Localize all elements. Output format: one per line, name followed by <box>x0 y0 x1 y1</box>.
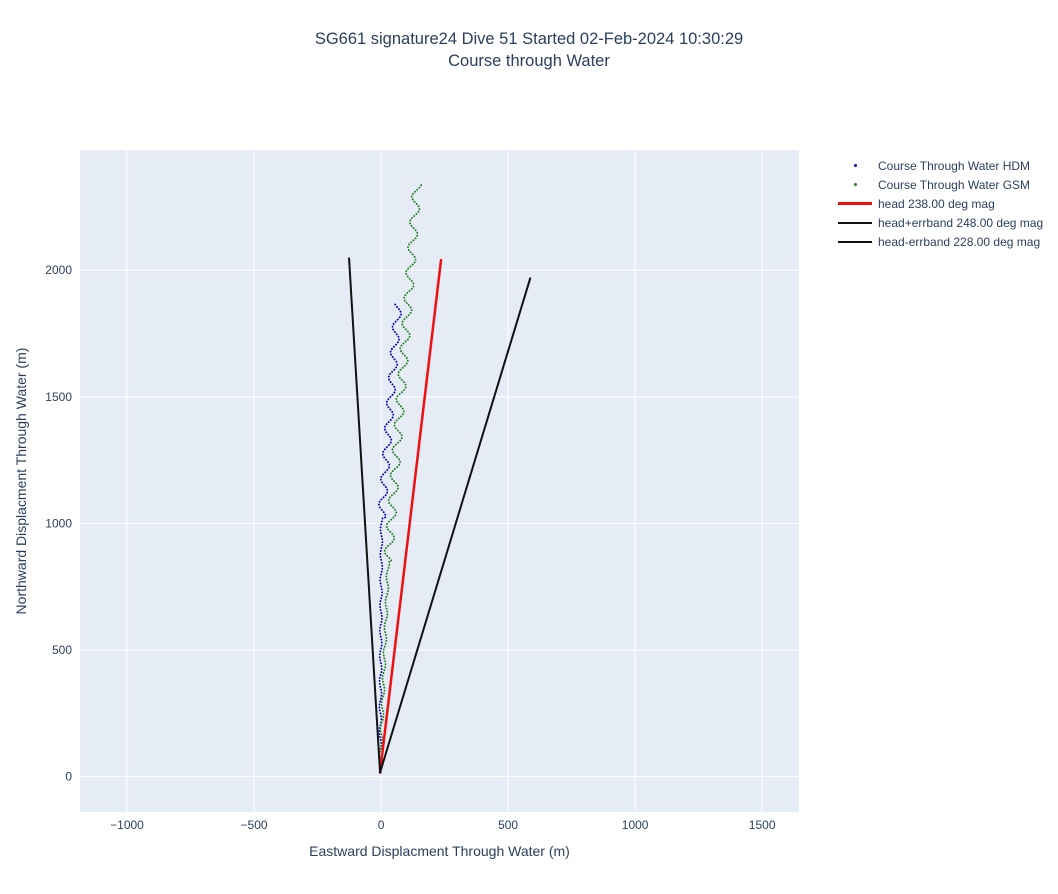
chart-title-line1: SG661 signature24 Dive 51 Started 02-Feb… <box>314 30 744 48</box>
legend-item-label: Course Through Water HDM <box>878 158 1031 173</box>
x-tick-label: −500 <box>241 818 268 832</box>
y-tick-label: 1500 <box>45 390 72 404</box>
plot-background <box>80 150 799 812</box>
course-trace <box>378 183 423 774</box>
legend-line-marker <box>838 202 872 205</box>
legend-dot-marker <box>838 164 872 167</box>
x-tick-label: 0 <box>378 818 385 832</box>
legend-item-label: head 238.00 deg mag <box>878 196 995 211</box>
legend-item-label: head+errband 248.00 deg mag <box>878 215 1044 230</box>
y-tick-label: 0 <box>65 770 72 784</box>
x-tick-label: 500 <box>498 818 518 832</box>
y-tick-label: 1000 <box>45 516 72 530</box>
x-tick-label: 1500 <box>749 818 776 832</box>
legend-dot-marker <box>838 183 872 186</box>
heading-line <box>378 258 443 774</box>
course-trace <box>378 302 403 774</box>
x-tick-label: −1000 <box>110 818 144 832</box>
heading-line <box>379 277 532 774</box>
heading-line <box>348 257 382 774</box>
legend-item-label: head-errband 228.00 deg mag <box>878 234 1041 249</box>
y-tick-label: 500 <box>52 643 72 657</box>
legend-item-head-minus-errband[interactable]: head-errband 228.00 deg mag <box>838 232 1043 251</box>
legend-item-ctw-hdm[interactable]: Course Through Water HDM <box>838 156 1043 175</box>
legend-line-marker <box>838 240 872 243</box>
chart-title: SG661 signature24 Dive 51 Started 02-Feb… <box>0 28 1058 72</box>
legend-item-head-plus-errband[interactable]: head+errband 248.00 deg mag <box>838 213 1043 232</box>
y-tick-label: 2000 <box>45 263 72 277</box>
chart-title-line2: Course through Water <box>448 52 610 70</box>
legend-item-head[interactable]: head 238.00 deg mag <box>838 194 1043 213</box>
x-axis-label: Eastward Displacment Through Water (m) <box>309 843 570 859</box>
legend-item-label: Course Through Water GSM <box>878 177 1031 192</box>
legend-item-ctw-gsm[interactable]: Course Through Water GSM <box>838 175 1043 194</box>
legend: Course Through Water HDM Course Through … <box>838 156 1043 251</box>
legend-line-marker <box>838 221 872 224</box>
y-axis-label: Northward Displacment Through Water (m) <box>13 347 29 615</box>
x-tick-label: 1000 <box>622 818 649 832</box>
